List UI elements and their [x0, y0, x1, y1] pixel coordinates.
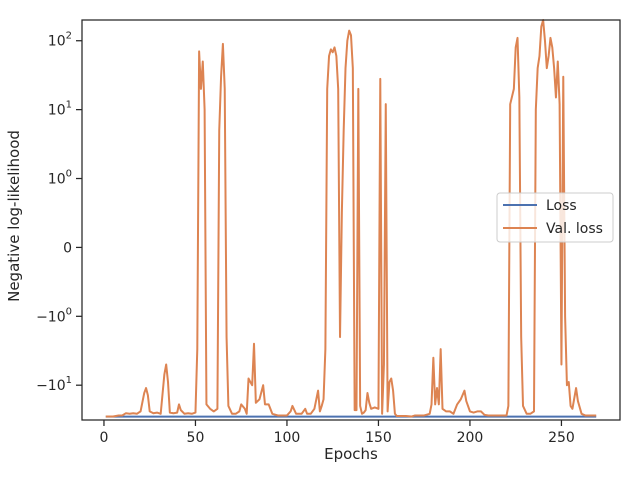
legend-label-loss: Loss: [546, 198, 577, 214]
x-axis: 0 50 100 150 200 250: [99, 420, 575, 446]
x-tick-label: 50: [187, 430, 205, 446]
plot-frame: [81, 19, 621, 421]
x-axis-label: Epochs: [324, 445, 378, 463]
legend-label-val-loss: Val. loss: [546, 221, 603, 237]
y-axis-label: Negative log-likelihood: [5, 130, 23, 302]
x-tick-label: 0: [99, 430, 108, 446]
x-tick-label: 100: [274, 430, 301, 446]
y-tick-label: 101: [48, 100, 72, 119]
x-tick-label: 250: [548, 430, 575, 446]
y-axis: −101 −100 0 100 101 102: [36, 31, 82, 394]
y-tick-label: −101: [36, 375, 72, 394]
series-line-val-loss: [105, 19, 597, 418]
y-tick-label: −100: [36, 306, 72, 325]
plot-series: [105, 19, 597, 418]
x-tick-label: 200: [457, 430, 484, 446]
y-tick-label: 102: [48, 31, 72, 50]
y-tick-label: 0: [63, 240, 72, 256]
legend: Loss Val. loss: [496, 192, 614, 243]
y-tick-label: 100: [48, 169, 72, 188]
x-tick-label: 150: [365, 430, 392, 446]
